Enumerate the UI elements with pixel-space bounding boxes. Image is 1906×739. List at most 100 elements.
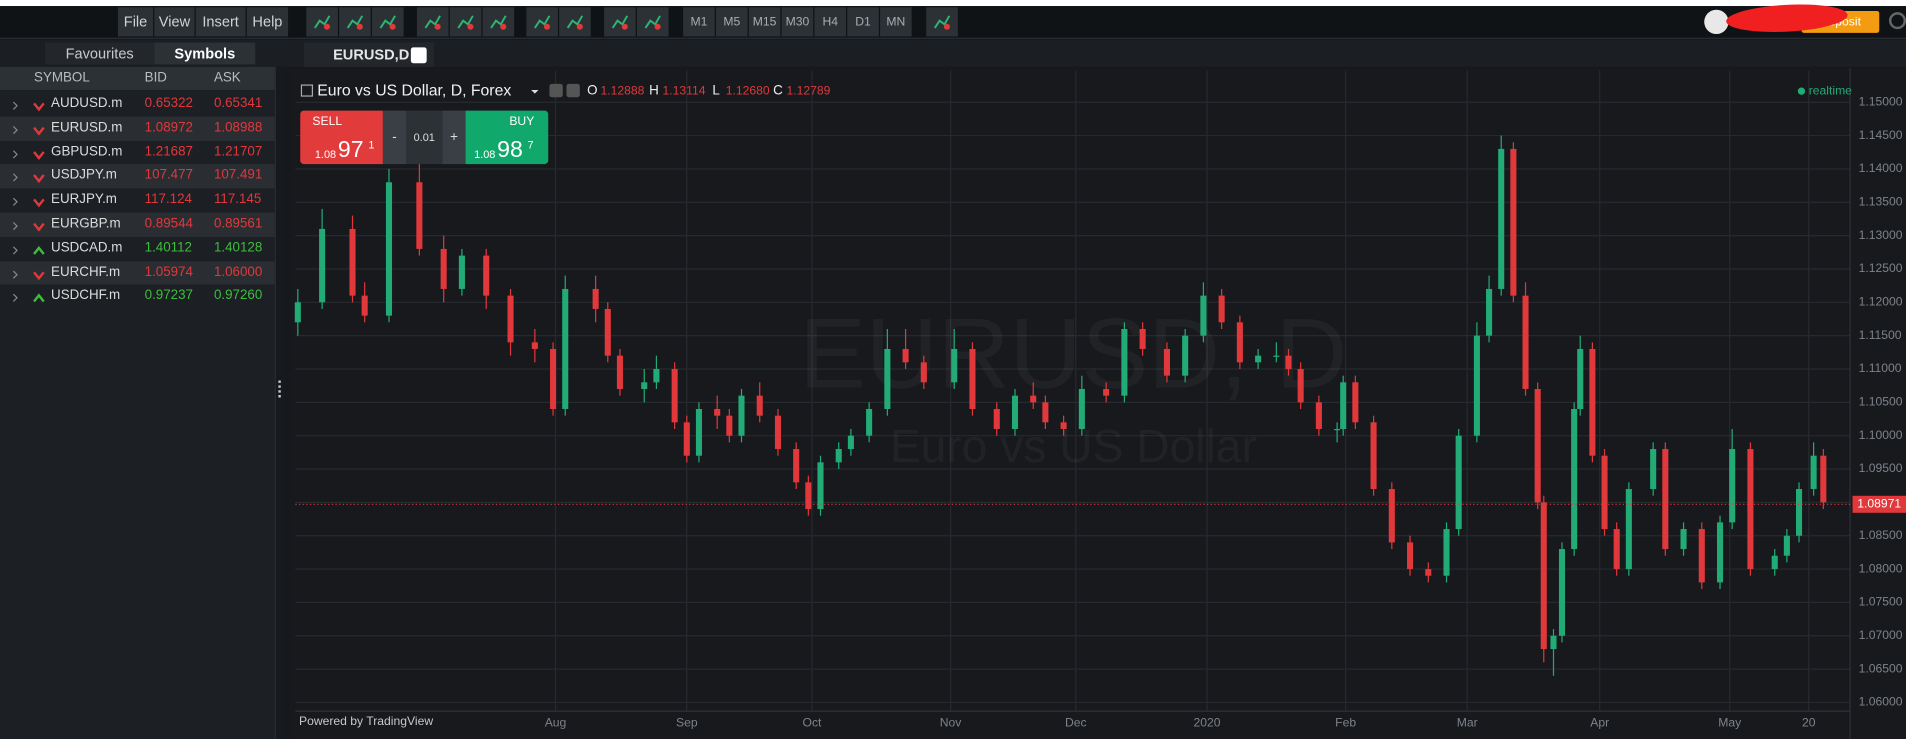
candle-body	[1139, 328, 1146, 349]
candle-body	[1407, 542, 1414, 570]
scroll-left[interactable]	[2, 45, 14, 62]
candle-body	[1577, 348, 1584, 410]
chart-background	[289, 68, 1906, 739]
candle-body	[616, 355, 623, 389]
candle-body	[361, 295, 368, 316]
tool-icon	[346, 15, 364, 30]
sidebar-tab[interactable]: Favourites	[44, 42, 155, 65]
column-header: ASK	[213, 70, 241, 86]
ohlc-label: L	[712, 83, 719, 98]
y-tick-label: 1.10500	[1859, 395, 1903, 409]
tool-icon-button[interactable]	[482, 7, 515, 37]
tool-icon	[644, 15, 661, 30]
tool-icon-button[interactable]	[449, 7, 482, 37]
lot-size[interactable]: 0.01	[405, 110, 443, 165]
ask-price: 1.06000	[213, 264, 263, 280]
menu-button[interactable]: Help	[246, 7, 289, 37]
row-arrows	[12, 245, 45, 255]
row-arrows	[12, 149, 45, 160]
sell-label: SELL	[312, 115, 343, 129]
timeframe-button[interactable]: M5	[715, 7, 748, 37]
ohlc-value: 1.12680	[726, 83, 770, 97]
tool-icon-button[interactable]	[926, 7, 958, 37]
y-tick-label: 1.12500	[1859, 261, 1903, 275]
candle-body	[385, 182, 393, 316]
candle-body	[1443, 529, 1450, 576]
menu-button[interactable]: Insert	[195, 7, 246, 37]
candle-body	[1680, 529, 1687, 550]
symbol-row[interactable]	[0, 212, 275, 237]
bid-price: 0.97237	[144, 288, 193, 304]
symbol-row[interactable]	[0, 164, 275, 189]
bid-price: 107.477	[144, 168, 193, 183]
timeframe-button[interactable]: D1	[847, 7, 879, 37]
candle-body	[1011, 395, 1019, 430]
timeframe-button[interactable]: M1	[683, 7, 715, 37]
lot-plus[interactable]: +	[442, 110, 466, 165]
title-dropdown	[531, 89, 539, 94]
sidebar-tab[interactable]: Symbols	[154, 42, 256, 65]
tool-icon-button[interactable]	[371, 7, 404, 37]
splitter[interactable]	[274, 66, 287, 739]
timeframe-button[interactable]: MN	[880, 7, 912, 37]
candle-body	[319, 228, 326, 303]
candle-body	[1163, 348, 1170, 376]
symbol-name: USDCHF.m	[51, 288, 121, 304]
tool-icon-button[interactable]	[559, 7, 591, 37]
ask-price: 0.89561	[213, 216, 263, 231]
candle-body	[866, 409, 873, 436]
candle-body	[416, 182, 423, 249]
tool-icon-button[interactable]	[416, 7, 449, 37]
row-arrows	[12, 101, 45, 112]
y-tick-label: 1.11500	[1859, 328, 1902, 342]
candle-body	[1200, 295, 1207, 336]
powered-by: Powered by TradingView	[299, 714, 433, 728]
bid-price: 1.08972	[144, 120, 193, 135]
x-tick-label: Mar	[1457, 715, 1478, 729]
symbol-row[interactable]	[0, 260, 275, 285]
y-tick-label: 1.07500	[1859, 595, 1903, 609]
menu-button[interactable]: File	[117, 7, 154, 37]
candle-body	[1218, 295, 1225, 323]
tool-icon-button[interactable]	[604, 7, 636, 37]
tool-icon-button[interactable]	[636, 7, 669, 37]
buy-button[interactable]	[465, 110, 549, 165]
splitter-handle	[278, 380, 281, 398]
timeframe-button[interactable]: H4	[814, 7, 847, 37]
x-tick-label: Nov	[940, 715, 963, 729]
candle-body	[969, 348, 976, 410]
candle-body	[1771, 555, 1778, 570]
timeframe-button[interactable]: M30	[781, 7, 814, 37]
y-tick-label: 1.09500	[1859, 461, 1903, 475]
symbol-row[interactable]	[0, 116, 275, 141]
last-price-badge	[1852, 495, 1906, 513]
menu-button[interactable]: View	[154, 7, 195, 37]
candle-body	[1625, 489, 1632, 570]
candle-body	[562, 288, 569, 410]
sell-button[interactable]	[300, 110, 383, 165]
tool-icon-button[interactable]	[306, 7, 338, 37]
candle-body	[847, 435, 854, 450]
avatar	[1704, 9, 1729, 35]
symbol-name: USDCAD.m	[51, 240, 123, 256]
sell-price-pips: 97	[337, 137, 364, 163]
tool-icon-button[interactable]	[526, 7, 558, 37]
column-header: SYMBOL	[34, 70, 90, 86]
timeframe-button[interactable]: M15	[748, 7, 781, 37]
candle-body	[683, 422, 690, 456]
y-tick-label: 1.13000	[1859, 228, 1903, 242]
tool-icon-button[interactable]	[339, 7, 371, 37]
candle-body	[592, 288, 599, 309]
candle-body	[1498, 148, 1505, 289]
lot-minus[interactable]: -	[382, 110, 406, 165]
buy-label: BUY	[509, 115, 535, 129]
symbol-name: GBPUSD.m	[51, 144, 123, 159]
candle-body	[1729, 449, 1736, 523]
tool-icon	[933, 15, 951, 30]
candle-body	[1236, 322, 1243, 363]
candle-body	[1334, 429, 1341, 431]
close-tab[interactable]	[410, 47, 427, 64]
power-button[interactable]	[1888, 12, 1906, 30]
candle-body	[695, 409, 702, 456]
candle-body	[1716, 522, 1724, 583]
